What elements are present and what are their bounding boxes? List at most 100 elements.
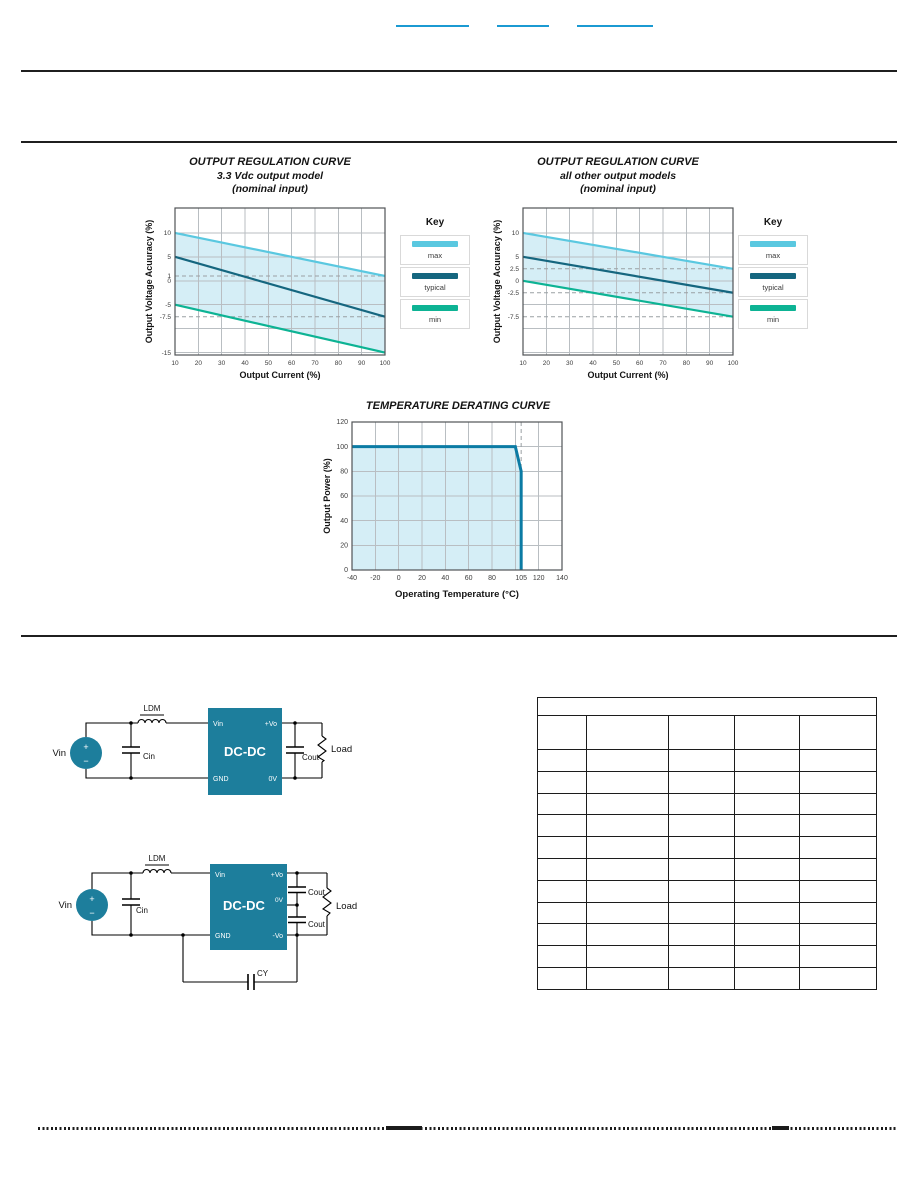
chart-title-line: TEMPERATURE DERATING CURVE [365, 400, 551, 412]
plot-border [351, 421, 563, 571]
section-divider-3 [21, 635, 897, 637]
pin-vin: Vin [215, 872, 225, 879]
table-header-cell [537, 715, 587, 750]
pin-vo-pos: +Vo [271, 872, 283, 879]
pin-gnd: GND [215, 933, 231, 940]
table-row [537, 923, 878, 947]
inductor-label: LDM [149, 854, 166, 863]
legend-reg-other: Key max typical min [738, 217, 808, 331]
circuit-wires [91, 864, 332, 990]
table-cell [798, 836, 878, 859]
chart-subtitle-line2: (nominal input) [580, 183, 656, 195]
y-tick-label: 0 [167, 278, 171, 285]
legend-label: min [766, 315, 780, 324]
legend-swatch [750, 273, 796, 279]
chart-subtitle-line: all other output models [559, 169, 677, 182]
area-fill [352, 446, 522, 570]
y-tick-label: -15 [162, 350, 172, 357]
legend-label: typical [424, 283, 446, 292]
table-title-cell [536, 697, 878, 716]
table-cell [798, 879, 878, 903]
minus-sign: − [89, 908, 94, 918]
legend-item-max: max [400, 235, 470, 265]
junction-dot [295, 903, 299, 907]
y-tick-label: 40 [340, 518, 348, 525]
x-tick-label: 90 [706, 360, 714, 367]
inductor-symbol [137, 718, 167, 724]
pin-vo-neg: -Vo [272, 933, 283, 940]
series-line-max [174, 231, 386, 278]
legend-label: max [427, 251, 443, 260]
table-cell [798, 749, 878, 772]
table-row [537, 945, 878, 968]
plus-sign: + [89, 894, 94, 904]
vin-source-symbol [76, 889, 108, 921]
table-cell [734, 814, 800, 838]
table-row [537, 966, 878, 990]
x-axis-label: Operating Temperature (°C) [395, 589, 519, 600]
table-cell [798, 770, 878, 794]
y-tick-label: 10 [164, 230, 172, 237]
chart-title-derating: TEMPERATURE DERATING CURVE [308, 400, 608, 414]
table-cell [537, 923, 587, 947]
table-cell [668, 966, 735, 990]
y-tick-label: 20 [340, 543, 348, 550]
legend-label: typical [762, 283, 784, 292]
y-tick-label: -2.5 [508, 290, 520, 297]
dcdc-block [210, 864, 287, 950]
table-cell [586, 857, 669, 881]
junction-dot [293, 721, 297, 725]
y-tick-label: 5 [167, 254, 171, 261]
cin-label: Cin [143, 752, 155, 761]
cout-label: Cout [302, 753, 320, 762]
dcdc-label: DC-DC [223, 898, 265, 913]
table-cell [586, 879, 669, 903]
table-cell [668, 814, 735, 838]
y-tick-label: 10 [512, 230, 520, 237]
dcdc-block [208, 708, 282, 795]
junction-dot [295, 871, 299, 875]
series-line-typical [174, 255, 386, 318]
table-cell [537, 945, 587, 968]
header-link-3[interactable] [577, 25, 653, 27]
table-cell [668, 879, 735, 903]
legend-reg-33: Key max typical min [400, 217, 470, 331]
header-link-1[interactable] [396, 25, 469, 27]
pin-vo-pos: +Vo [265, 721, 277, 728]
table-cell [537, 770, 587, 794]
header-link-2[interactable] [497, 25, 549, 27]
x-tick-label: 30 [218, 360, 226, 367]
plot-border [174, 207, 386, 356]
y-tick-label: 1 [167, 273, 171, 280]
spec-table [536, 697, 878, 990]
x-tick-label: 20 [418, 575, 426, 582]
pin-0v: 0V [275, 897, 284, 904]
table-cell [734, 901, 800, 925]
table-cell [798, 945, 878, 968]
table-cell [537, 814, 587, 838]
x-tick-label: 90 [358, 360, 366, 367]
legend-swatch [750, 305, 796, 311]
table-header-cell [668, 715, 735, 750]
series-line-max [522, 231, 734, 270]
series-line-typical [522, 255, 734, 294]
table-cell [537, 966, 587, 990]
series-line-min [174, 303, 386, 354]
table-cell [586, 749, 669, 772]
table-row [537, 770, 878, 794]
table-cell [734, 770, 800, 794]
table-cell [668, 857, 735, 881]
inductor-symbol [142, 868, 172, 874]
dcdc-label: DC-DC [224, 744, 266, 759]
table-row [537, 857, 878, 881]
chart-title-reg-other: OUTPUT REGULATION CURVE all other output… [488, 156, 748, 197]
table-header-row [537, 715, 878, 750]
cy-label: CY [257, 969, 269, 978]
table-row [537, 901, 878, 925]
table-cell [798, 923, 878, 947]
load-label: Load [336, 901, 357, 912]
junction-dot [129, 871, 133, 875]
legend-label: min [428, 315, 442, 324]
x-tick-label: 60 [636, 360, 644, 367]
y-tick-label: -7.5 [160, 314, 172, 321]
